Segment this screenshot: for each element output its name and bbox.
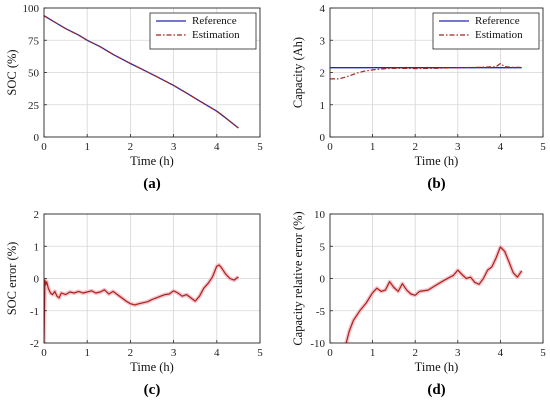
x-axis-label: Time (h) bbox=[130, 154, 174, 168]
panel-label: (d) bbox=[427, 382, 445, 398]
legend-label: Estimation bbox=[192, 29, 240, 41]
y-tick-label: 10 bbox=[314, 209, 326, 221]
x-tick-label: 0 bbox=[41, 141, 47, 153]
x-tick-label: 3 bbox=[171, 347, 177, 359]
y-tick-label: 25 bbox=[28, 100, 40, 112]
x-tick-label: 3 bbox=[455, 347, 461, 359]
y-axis-label: SOC (%) bbox=[5, 49, 19, 95]
y-tick-label: 5 bbox=[320, 241, 326, 253]
x-tick-label: 3 bbox=[455, 141, 461, 153]
y-tick-label: 3 bbox=[320, 35, 326, 47]
x-tick-label: 5 bbox=[257, 141, 263, 153]
y-axis-label: SOC error (%) bbox=[5, 242, 19, 316]
y-tick-label: 50 bbox=[28, 68, 40, 80]
chart-b: 0 1 2 3 4 5 0 1 2 3 4 Time (h) Capacity (Ah) Referenc… bbox=[291, 3, 546, 192]
x-tick-label: 1 bbox=[84, 141, 90, 153]
panel-label: (c) bbox=[144, 382, 161, 398]
x-tick-label: 4 bbox=[214, 141, 220, 153]
x-tick-label: 5 bbox=[257, 347, 263, 359]
chart-d: 0 1 2 3 4 5 -10 -5 0 5 10 Time (h) Capacity relative… bbox=[291, 209, 546, 398]
series-line-estimation bbox=[330, 62, 522, 80]
series-line-error bbox=[44, 264, 239, 343]
x-axis-label: Time (h) bbox=[415, 360, 459, 374]
y-tick-label: 0 bbox=[34, 274, 40, 286]
x-tick-label: 2 bbox=[412, 141, 418, 153]
x-tick-label: 5 bbox=[540, 141, 546, 153]
y-tick-label: 0 bbox=[34, 132, 40, 144]
x-tick-label: 5 bbox=[540, 347, 546, 359]
y-tick-label: -5 bbox=[316, 306, 326, 318]
x-tick-label: 0 bbox=[41, 347, 47, 359]
x-axis-label: Time (h) bbox=[130, 360, 174, 374]
series-line-error bbox=[345, 246, 523, 343]
series-halo bbox=[44, 263, 240, 343]
series-line-estimation bbox=[44, 15, 239, 129]
legend-label: Reference bbox=[475, 15, 520, 27]
x-tick-label: 1 bbox=[370, 141, 376, 153]
panel-label: (a) bbox=[143, 176, 161, 192]
y-tick-label: -2 bbox=[30, 338, 39, 350]
y-tick-label: 2 bbox=[34, 209, 40, 221]
x-tick-label: 2 bbox=[128, 141, 134, 153]
x-tick-label: 2 bbox=[128, 347, 134, 359]
x-tick-label: 0 bbox=[327, 347, 333, 359]
legend-label: Reference bbox=[192, 15, 237, 27]
y-axis-label: Capacity relative error (%) bbox=[291, 211, 305, 345]
y-tick-label: 75 bbox=[28, 35, 40, 47]
legend-label: Estimation bbox=[475, 29, 523, 41]
y-tick-label: 100 bbox=[23, 3, 40, 15]
x-tick-label: 2 bbox=[412, 347, 418, 359]
legend: Reference Estimation bbox=[149, 12, 257, 50]
x-tick-label: 4 bbox=[214, 347, 220, 359]
x-axis-label: Time (h) bbox=[415, 154, 459, 168]
x-tick-label: 1 bbox=[370, 347, 376, 359]
y-tick-label: 0 bbox=[320, 274, 326, 286]
panel-label: (b) bbox=[427, 176, 445, 192]
x-tick-label: 0 bbox=[327, 141, 333, 153]
y-axis-label: Capacity (Ah) bbox=[291, 37, 305, 108]
y-tick-label: 1 bbox=[320, 100, 326, 112]
y-tick-label: 4 bbox=[320, 3, 326, 15]
x-tick-label: 4 bbox=[498, 141, 504, 153]
y-tick-label: 2 bbox=[320, 68, 326, 80]
y-tick-label: -10 bbox=[310, 338, 325, 350]
y-tick-label: 0 bbox=[320, 132, 326, 144]
x-tick-label: 4 bbox=[498, 347, 504, 359]
x-tick-label: 3 bbox=[171, 141, 177, 153]
y-tick-label: -1 bbox=[30, 306, 39, 318]
x-tick-label: 1 bbox=[84, 347, 90, 359]
y-tick-label: 1 bbox=[34, 241, 40, 253]
legend: Reference Estimation bbox=[432, 12, 540, 50]
